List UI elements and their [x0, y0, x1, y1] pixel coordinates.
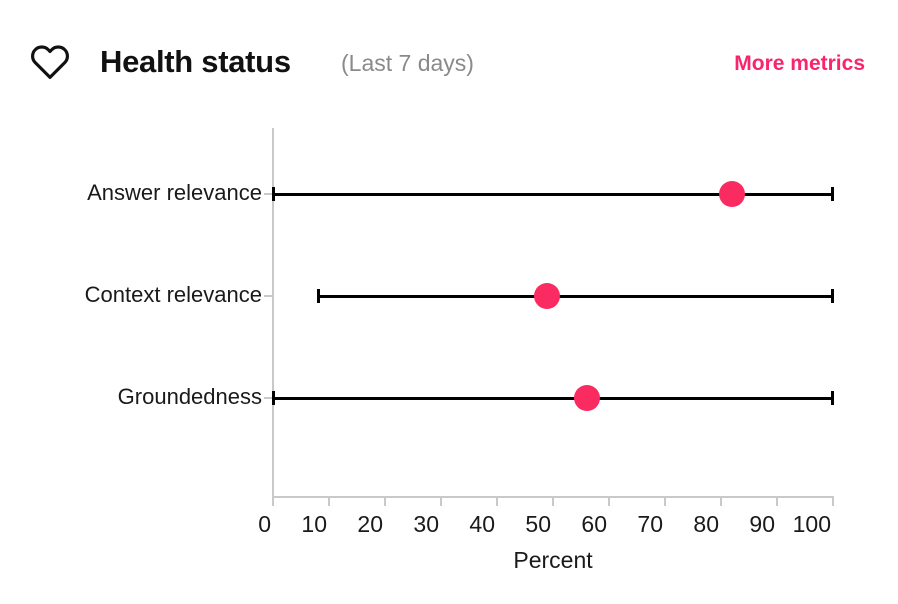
y-axis-line	[272, 128, 274, 498]
range-cap-low	[316, 289, 320, 303]
x-axis-tick-label: 50	[525, 511, 551, 537]
more-metrics-link[interactable]: More metrics	[734, 52, 865, 75]
x-axis-tick	[608, 498, 610, 506]
x-axis-tick	[776, 498, 778, 506]
x-axis-title: Percent	[513, 547, 593, 573]
category-tick	[264, 193, 272, 195]
x-axis-tick-label: 30	[413, 511, 439, 537]
card-subtitle-period: (Last 7 days)	[341, 50, 474, 76]
x-axis-tick-label: 40	[469, 511, 495, 537]
x-axis-tick	[552, 498, 554, 506]
category-tick	[264, 397, 272, 399]
x-axis-tick	[384, 498, 386, 506]
x-axis-tick	[720, 498, 722, 506]
x-axis-tick	[440, 498, 442, 506]
x-axis-tick-label: 10	[301, 511, 327, 537]
x-axis-tick-label: 70	[637, 511, 663, 537]
metric-range-line	[273, 193, 833, 196]
metric-value-dot	[573, 385, 600, 411]
x-axis-tick	[832, 498, 834, 506]
metric-range-line	[273, 397, 833, 400]
x-axis-tick-label: 20	[357, 511, 383, 537]
category-tick	[264, 295, 272, 297]
range-cap-low	[272, 391, 275, 405]
card-title: Health status	[100, 44, 291, 79]
range-cap-high	[831, 391, 834, 405]
category-label: Answer relevance	[87, 180, 262, 205]
category-label: Groundedness	[117, 384, 262, 409]
metric-value-dot	[719, 181, 746, 207]
x-axis-tick-label: 60	[581, 511, 607, 537]
heart-icon	[30, 42, 70, 82]
metric-range-line	[317, 295, 833, 298]
x-axis-tick	[496, 498, 498, 506]
metric-value-dot	[534, 283, 561, 309]
range-cap-low	[272, 187, 275, 201]
x-axis-tick-label: 80	[693, 511, 719, 537]
x-axis-tick	[664, 498, 666, 506]
x-axis-line	[272, 496, 834, 498]
x-axis-tick-label: 0	[258, 511, 271, 537]
x-axis-tick	[272, 498, 274, 506]
x-axis-tick-label: 100	[792, 511, 831, 537]
x-axis-tick-label: 90	[749, 511, 775, 537]
category-label: Context relevance	[84, 282, 262, 307]
range-cap-high	[831, 289, 834, 303]
range-cap-high	[831, 187, 834, 201]
x-axis-tick	[328, 498, 330, 506]
